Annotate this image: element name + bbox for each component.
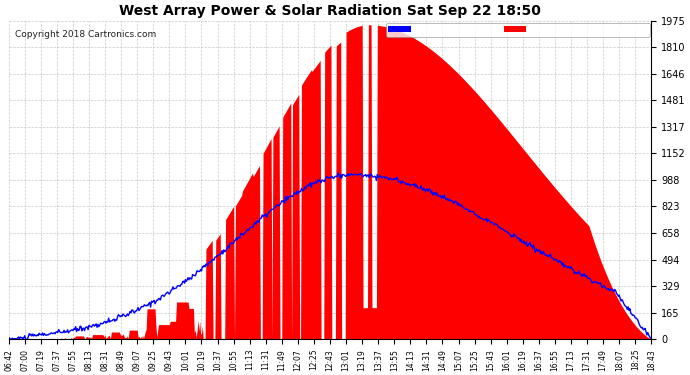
Title: West Array Power & Solar Radiation Sat Sep 22 18:50: West Array Power & Solar Radiation Sat S… bbox=[119, 4, 541, 18]
Text: Copyright 2018 Cartronics.com: Copyright 2018 Cartronics.com bbox=[15, 30, 157, 39]
Legend: Radiation (w/m2), West Array  (DC Watts): Radiation (w/m2), West Array (DC Watts) bbox=[386, 22, 649, 37]
